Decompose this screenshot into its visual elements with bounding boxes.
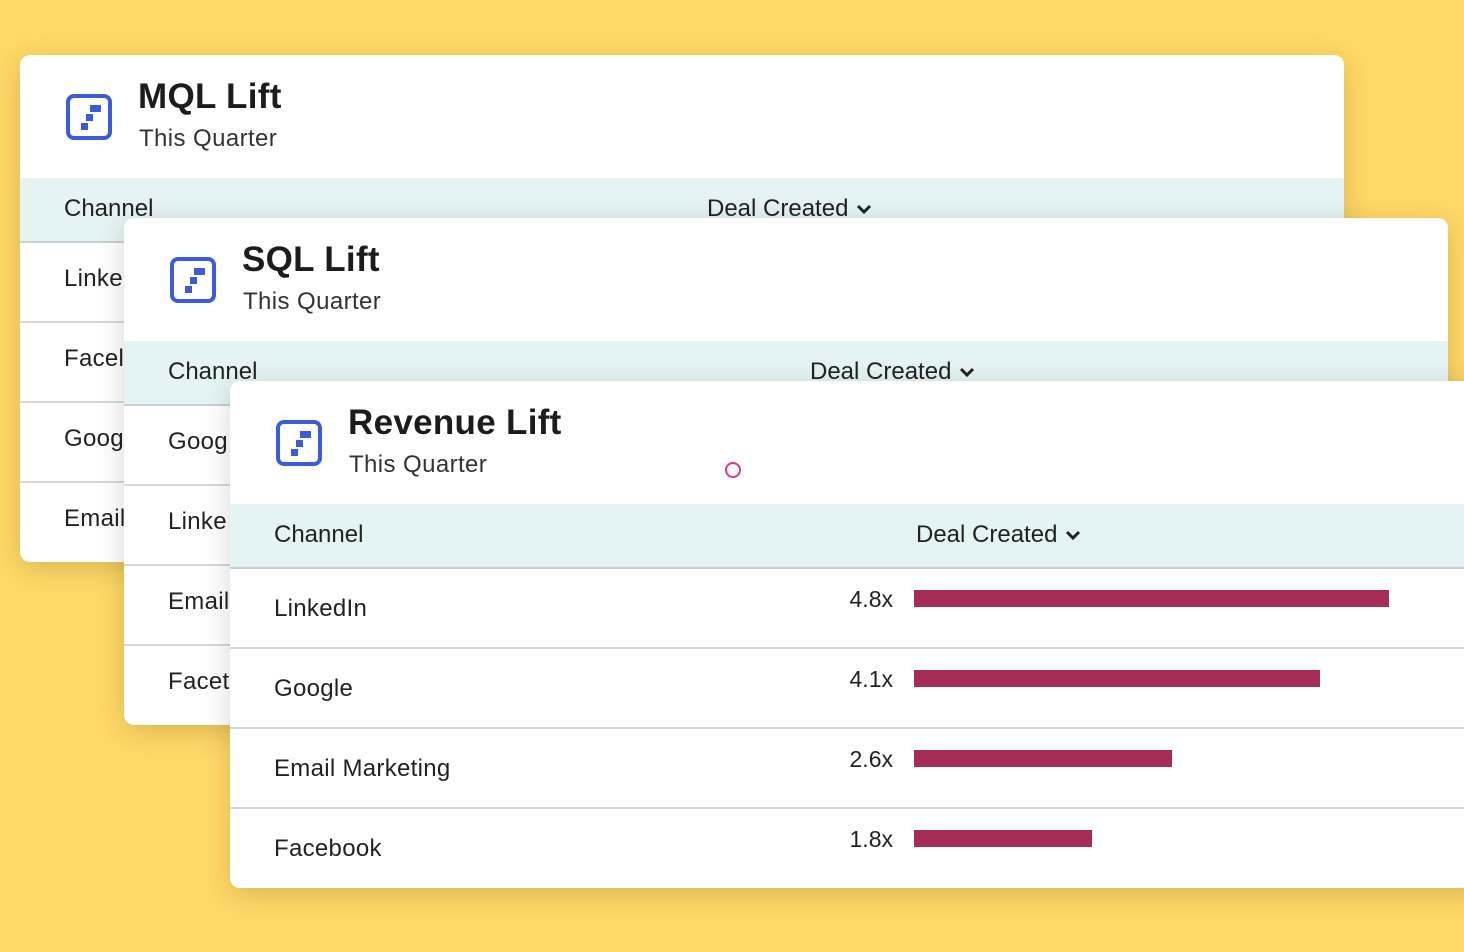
row-lift-value: 4.8x (849, 586, 893, 612)
lift-bar (914, 670, 1320, 687)
column-header-deal-created[interactable]: Deal Created (810, 358, 975, 386)
lift-bar (914, 750, 1172, 767)
card-title: SQL Lift (242, 240, 380, 279)
revenue-lift-card: Revenue Lift This Quarter Channel Deal C… (230, 381, 1464, 888)
row-channel-label: Goog (168, 428, 228, 455)
chevron-down-icon (960, 367, 975, 378)
lift-bar (914, 590, 1389, 607)
card-subtitle: This Quarter (243, 288, 382, 315)
column-header-deal-created[interactable]: Deal Created (916, 521, 1081, 549)
card-header: MQL Lift This Quarter (20, 55, 1344, 178)
column-header-label: Deal Created (810, 358, 952, 385)
card-subtitle: This Quarter (349, 451, 488, 478)
row-channel-label: Linke (64, 265, 123, 292)
table-row[interactable]: Email Marketing 2.6x (230, 729, 1464, 809)
column-header-channel[interactable]: Channel (168, 358, 258, 385)
column-header-deal-created[interactable]: Deal Created (707, 195, 872, 223)
column-header-label: Deal Created (916, 521, 1058, 548)
column-header-channel[interactable]: Channel (274, 521, 364, 548)
table-header-row: Channel Deal Created (230, 504, 1464, 569)
card-title: Revenue Lift (348, 403, 562, 442)
row-channel-label: Linke (168, 508, 227, 535)
table-row[interactable]: LinkedIn 4.8x (230, 569, 1464, 649)
chevron-down-icon (857, 204, 872, 215)
app-logo-icon (170, 257, 216, 303)
row-channel-label: Email (168, 588, 230, 615)
row-lift-value: 2.6x (849, 746, 893, 772)
row-channel-label: Email Marketing (274, 755, 451, 782)
card-title: MQL Lift (138, 77, 282, 116)
row-channel-label: Facel (64, 345, 125, 372)
column-header-label: Deal Created (707, 195, 849, 222)
lift-bar (914, 830, 1092, 847)
app-logo-icon (66, 94, 112, 140)
table-row[interactable]: Email (20, 483, 1344, 561)
row-channel-label: Google (274, 675, 354, 702)
row-channel-label: Facet (168, 668, 230, 695)
card-header: SQL Lift This Quarter (124, 218, 1448, 341)
column-header-channel[interactable]: Channel (64, 195, 154, 222)
row-channel-label: Facebook (274, 835, 382, 862)
cursor-indicator (725, 462, 741, 478)
table-row[interactable]: Facet (124, 646, 1448, 724)
table-row[interactable]: Google 4.1x (230, 649, 1464, 729)
chevron-down-icon (1066, 530, 1081, 541)
row-lift-value: 1.8x (849, 826, 893, 852)
row-lift-value: 4.1x (849, 666, 893, 692)
table-row[interactable]: Facebook 1.8x (230, 809, 1464, 887)
app-logo-icon (276, 420, 322, 466)
row-channel-label: Goog (64, 425, 124, 452)
row-channel-label: LinkedIn (274, 595, 368, 622)
card-subtitle: This Quarter (139, 125, 278, 152)
card-header: Revenue Lift This Quarter (230, 381, 1464, 504)
row-channel-label: Email (64, 505, 126, 532)
